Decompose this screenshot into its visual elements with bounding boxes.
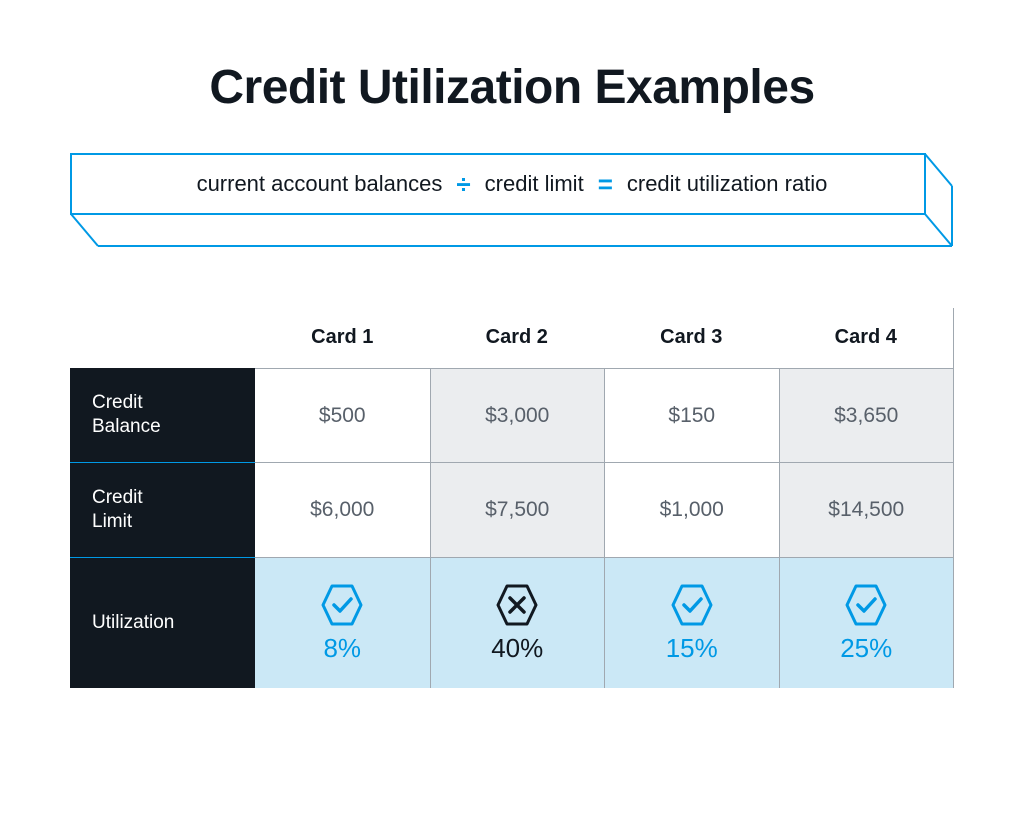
equals-icon: = bbox=[598, 169, 613, 200]
x-hexagon-icon bbox=[495, 583, 539, 627]
cell-util-2: 40% bbox=[430, 558, 605, 688]
formula-rhs: credit utilization ratio bbox=[627, 171, 828, 197]
check-hexagon-icon bbox=[670, 583, 714, 627]
util-pct-4: 25% bbox=[840, 633, 892, 664]
col-header-card-3: Card 3 bbox=[604, 308, 779, 368]
row-header-balance: CreditBalance bbox=[70, 368, 255, 463]
formula-lhs: current account balances bbox=[197, 171, 443, 197]
cell-util-3: 15% bbox=[604, 558, 779, 688]
cell-balance-1: $500 bbox=[255, 368, 430, 463]
formula-banner: current account balances ÷ credit limit … bbox=[70, 153, 954, 248]
col-header-card-2: Card 2 bbox=[430, 308, 605, 368]
row-header-utilization: Utilization bbox=[70, 558, 255, 688]
table-corner-blank bbox=[70, 308, 255, 368]
util-pct-2: 40% bbox=[491, 633, 543, 664]
cell-limit-4: $14,500 bbox=[779, 463, 954, 558]
cell-limit-3: $1,000 bbox=[604, 463, 779, 558]
util-pct-1: 8% bbox=[323, 633, 361, 664]
cell-limit-2: $7,500 bbox=[430, 463, 605, 558]
cell-balance-3: $150 bbox=[604, 368, 779, 463]
check-hexagon-icon bbox=[844, 583, 888, 627]
cell-util-4: 25% bbox=[779, 558, 954, 688]
util-pct-3: 15% bbox=[666, 633, 718, 664]
row-header-limit: CreditLimit bbox=[70, 463, 255, 558]
cell-balance-2: $3,000 bbox=[430, 368, 605, 463]
cell-limit-1: $6,000 bbox=[255, 463, 430, 558]
page-title: Credit Utilization Examples bbox=[70, 60, 954, 115]
formula-text: current account balances ÷ credit limit … bbox=[70, 153, 954, 215]
formula-mid: credit limit bbox=[485, 171, 584, 197]
cell-util-1: 8% bbox=[255, 558, 430, 688]
divide-icon: ÷ bbox=[456, 169, 470, 200]
cell-balance-4: $3,650 bbox=[779, 368, 954, 463]
check-hexagon-icon bbox=[320, 583, 364, 627]
col-header-card-4: Card 4 bbox=[779, 308, 954, 368]
col-header-card-1: Card 1 bbox=[255, 308, 430, 368]
utilization-table: Card 1 Card 2 Card 3 Card 4 CreditBalanc… bbox=[70, 308, 954, 688]
